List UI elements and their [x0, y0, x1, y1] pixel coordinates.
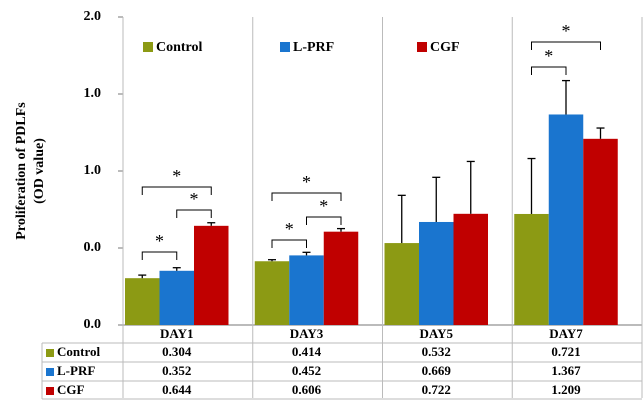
- legend-label: L-PRF: [293, 40, 334, 55]
- table-value: 0.721: [551, 344, 580, 359]
- bar: [384, 243, 419, 325]
- y-axis-title: Proliferation of PDLFs: [14, 102, 29, 240]
- y-tick-label: 0.0: [84, 240, 102, 255]
- significance-label: *: [285, 219, 294, 239]
- table-swatch: [46, 387, 54, 395]
- table-swatch: [46, 368, 54, 376]
- legend-swatch: [143, 42, 153, 52]
- y-tick-label: 1.0: [84, 163, 102, 178]
- significance-bracket: [531, 66, 567, 75]
- bar: [419, 221, 454, 325]
- significance-label: *: [155, 231, 164, 251]
- legend-label: Control: [156, 40, 203, 55]
- table-value: 0.352: [162, 363, 191, 378]
- bar: [289, 255, 324, 325]
- significance-label: *: [562, 21, 571, 41]
- table-value: 0.669: [422, 363, 452, 378]
- bar: [194, 225, 229, 325]
- bar: [125, 278, 160, 325]
- legend-swatch: [417, 42, 427, 52]
- bar: [323, 231, 359, 325]
- significance-label: *: [190, 189, 199, 209]
- significance-label: *: [319, 196, 328, 216]
- y-tick-label: 2.0: [84, 9, 102, 24]
- table-value: 0.644: [162, 382, 192, 397]
- significance-bracket: [176, 209, 212, 218]
- significance-bracket: [531, 41, 601, 50]
- bar: [254, 261, 290, 325]
- significance-label: *: [172, 166, 181, 186]
- significance-label: *: [302, 172, 311, 192]
- table-value: 0.722: [422, 382, 451, 397]
- bar: [453, 213, 488, 325]
- table-value: 0.414: [292, 344, 322, 359]
- table-value: 0.532: [422, 344, 451, 359]
- table-value: 1.209: [551, 382, 581, 397]
- table-swatch: [46, 349, 54, 357]
- bar: [159, 270, 194, 325]
- table-row-label: CGF: [57, 382, 85, 397]
- table-row-label: L-PRF: [57, 363, 95, 378]
- table-value: 0.304: [162, 344, 192, 359]
- x-tick-label: DAY1: [160, 326, 193, 341]
- significance-bracket: [306, 216, 342, 225]
- significance-bracket: [141, 251, 178, 260]
- x-tick-label: DAY5: [420, 326, 454, 341]
- x-tick-label: DAY3: [290, 326, 324, 341]
- bar: [583, 138, 618, 325]
- significance-bracket: [141, 186, 212, 195]
- legend-label: CGF: [430, 40, 460, 55]
- table-value: 1.367: [551, 363, 581, 378]
- significance-label: *: [544, 46, 553, 66]
- legend-swatch: [280, 42, 290, 52]
- y-axis-title: (OD value): [32, 138, 47, 204]
- y-tick-label: 0.0: [84, 317, 102, 332]
- table-value: 0.606: [292, 382, 322, 397]
- x-tick-label: DAY7: [549, 326, 583, 341]
- y-tick-label: 1.0: [84, 86, 102, 101]
- table-row-label: Control: [57, 344, 100, 359]
- significance-bracket: [271, 192, 342, 201]
- table-value: 0.452: [292, 363, 321, 378]
- bar: [514, 213, 549, 325]
- significance-bracket: [271, 239, 307, 248]
- bar: [548, 114, 584, 326]
